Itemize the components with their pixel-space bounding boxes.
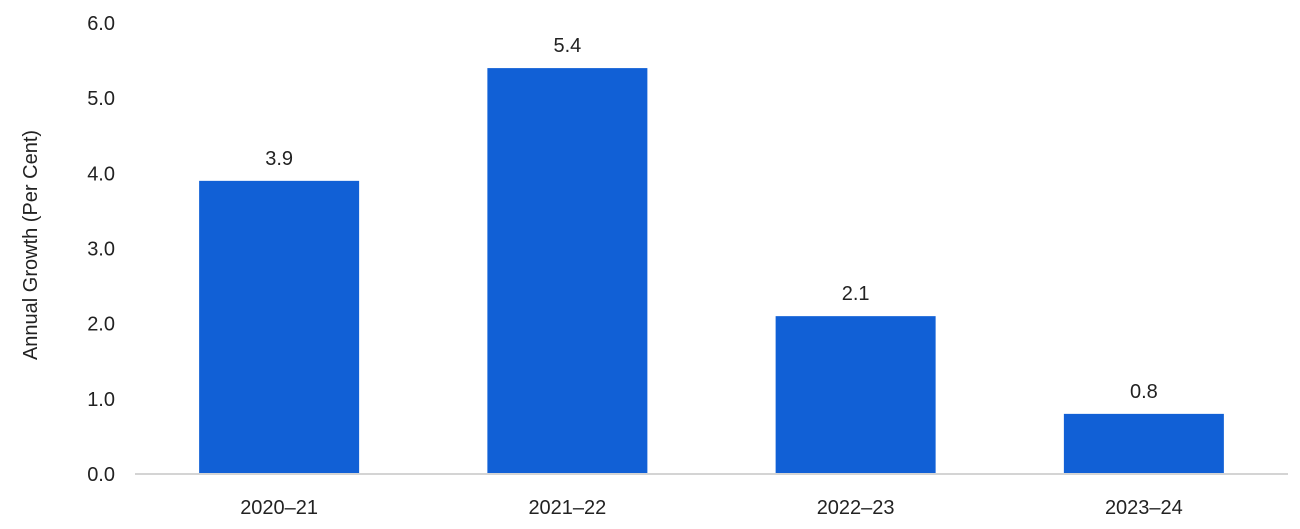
y-tick-label: 4.0 (87, 163, 115, 185)
data-label: 2.1 (842, 283, 870, 305)
bar (775, 316, 936, 474)
data-label: 5.4 (553, 35, 581, 57)
y-tick-label: 6.0 (87, 13, 115, 35)
y-tick-label: 2.0 (87, 314, 115, 336)
y-tick-label: 0.0 (87, 464, 115, 486)
y-tick-label: 5.0 (87, 88, 115, 110)
data-label: 0.8 (1130, 381, 1158, 403)
data-label: 3.9 (265, 148, 293, 170)
y-tick-label: 3.0 (87, 239, 115, 261)
data-labels: 3.9 5.4 2.1 0.8 (265, 35, 1158, 403)
y-axis-title: Annual Growth (Per Cent) (20, 130, 42, 360)
x-tick-label: 2020–21 (240, 497, 318, 519)
x-tick-label: 2022–23 (817, 497, 895, 519)
y-axis-ticks: 0.0 1.0 2.0 3.0 4.0 5.0 6.0 (87, 13, 115, 486)
x-tick-label: 2023–24 (1105, 497, 1183, 519)
x-tick-label: 2021–22 (528, 497, 606, 519)
bar (1063, 413, 1224, 474)
x-axis-ticks: 2020–21 2021–22 2022–23 2023–24 (240, 497, 1183, 519)
bar (199, 180, 360, 474)
bar (487, 68, 648, 474)
y-tick-label: 1.0 (87, 389, 115, 411)
bars (199, 68, 1224, 474)
